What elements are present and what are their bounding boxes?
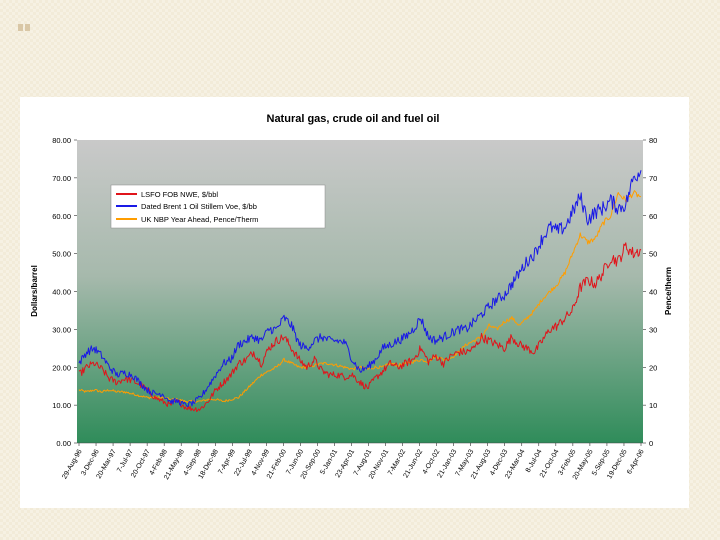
y-tick-left: 40.00 — [52, 288, 71, 297]
y-tick-left: 30.00 — [52, 325, 71, 334]
y-tick-left: 70.00 — [52, 174, 71, 183]
y-tick-right: 30 — [649, 325, 657, 334]
x-tick-label: 8-Jul-04 — [525, 448, 544, 473]
y-tick-right: 20 — [649, 363, 657, 372]
legend: LSFO FOB NWE, $/bbl Dated Brent 1 Oil St… — [110, 184, 326, 229]
y-tick-right: 70 — [649, 174, 657, 183]
x-tick-label: 6-Apr-06 — [626, 448, 646, 475]
y-tick-left: 80.00 — [52, 136, 71, 145]
y-tick-left: 50.00 — [52, 250, 71, 259]
y-tick-left: 0.00 — [56, 439, 71, 448]
legend-label-nbp: UK NBP Year Ahead, Pence/Therm — [141, 215, 258, 224]
x-tick-label: 7-Jul-97 — [116, 448, 135, 473]
legend-label-lsfo: LSFO FOB NWE, $/bbl — [141, 190, 218, 199]
corner-decoration — [18, 18, 32, 31]
chart-title: Natural gas, crude oil and fuel oil — [267, 113, 440, 125]
chart-slide: Natural gas, crude oil and fuel oil 0.00… — [20, 97, 689, 508]
y-tick-right: 10 — [649, 401, 657, 410]
y-tick-left: 60.00 — [52, 212, 71, 221]
legend-label-brent: Dated Brent 1 Oil Stillem Voe, $/bb — [141, 202, 257, 211]
y-tick-right: 40 — [649, 288, 657, 297]
y-tick-left: 10.00 — [52, 401, 71, 410]
y-tick-left: 20.00 — [52, 363, 71, 372]
chart: Natural gas, crude oil and fuel oil 0.00… — [30, 113, 673, 481]
y-tick-right: 60 — [649, 212, 657, 221]
line-nbp — [78, 190, 642, 403]
y-axis-label-right: Pence/therm — [664, 267, 673, 315]
x-tick-label: 29-Aug-96 — [61, 448, 83, 480]
y-tick-right: 80 — [649, 136, 657, 145]
y-axis-label-left: Dollars/barrel — [30, 265, 39, 317]
line-brent — [78, 170, 642, 407]
y-tick-right: 50 — [649, 250, 657, 259]
y-tick-right: 0 — [649, 439, 653, 448]
